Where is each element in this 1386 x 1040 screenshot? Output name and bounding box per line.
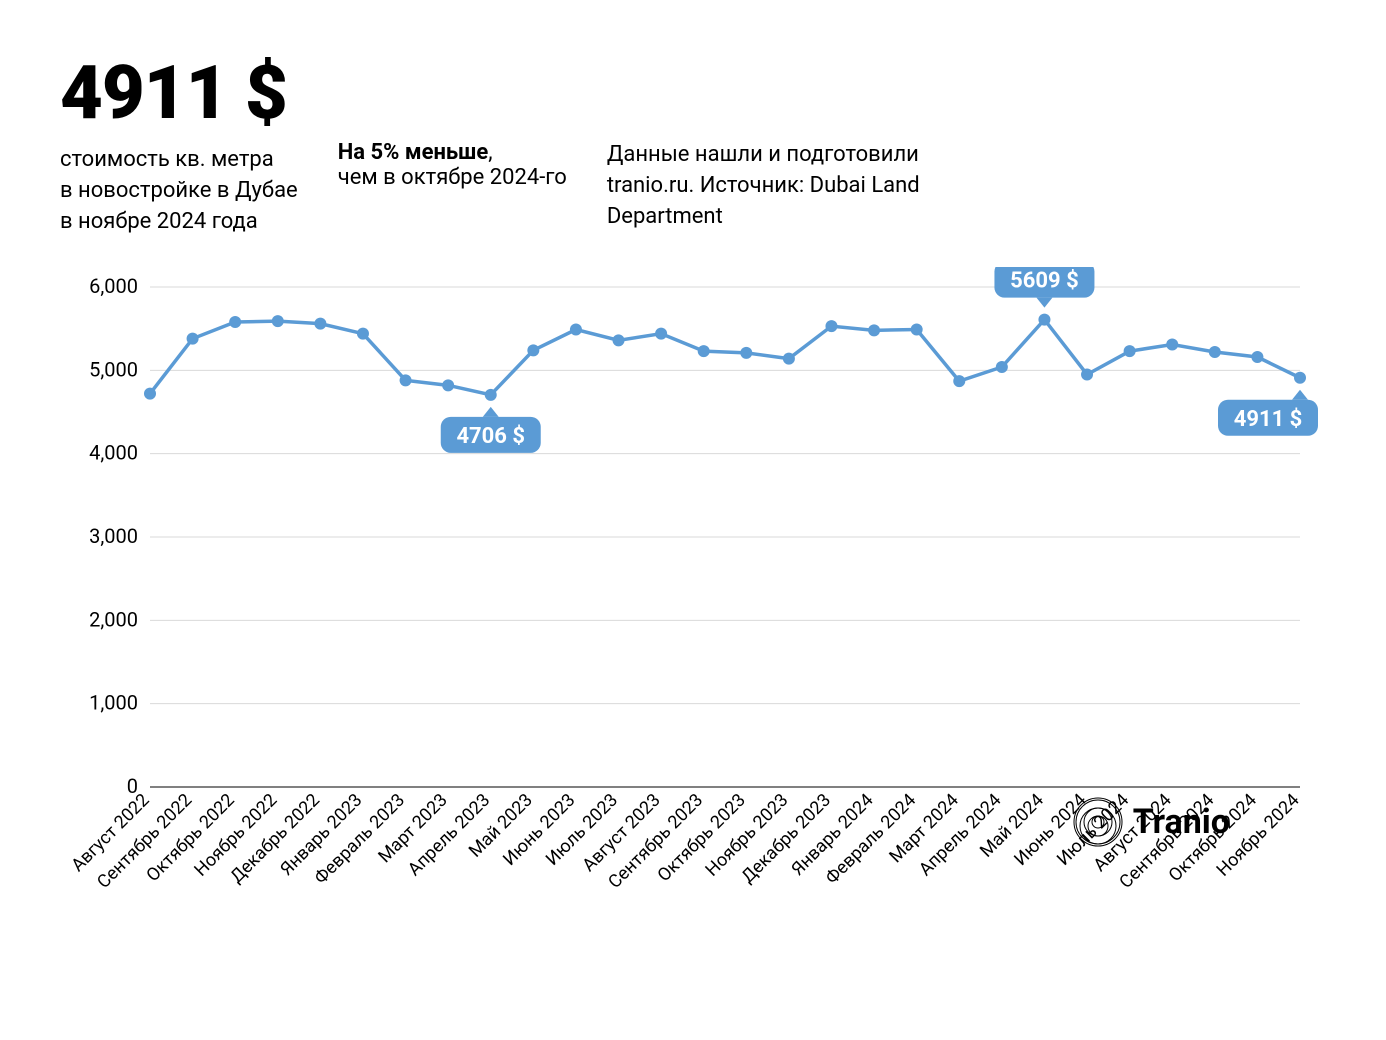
data-point <box>911 324 923 336</box>
data-point <box>783 353 795 365</box>
data-point <box>229 316 241 328</box>
data-point <box>442 380 454 392</box>
comparison-col: На 5% меньше, чем в октябре 2024-го <box>338 50 567 190</box>
headline-col: 4911 $ стоимость кв. метра в новостройке… <box>60 50 298 237</box>
data-point <box>187 333 199 345</box>
data-point <box>570 324 582 336</box>
data-point <box>996 361 1008 373</box>
callout-label: 4911 $ <box>1234 407 1303 432</box>
y-tick-label: 5,000 <box>89 358 138 382</box>
source-col: Данные нашли и подготовили tranio.ru. Ис… <box>607 50 1326 232</box>
data-point <box>1081 369 1093 381</box>
data-point <box>868 325 880 337</box>
logo-text: Tranio <box>1133 802 1230 842</box>
callout-label: 4706 $ <box>456 424 525 449</box>
brand-logo: Tranio <box>1073 797 1230 847</box>
data-point <box>144 388 156 400</box>
data-point <box>1038 314 1050 326</box>
headline-sub: стоимость кв. метра в новостройке в Дуба… <box>60 145 298 237</box>
price-chart: 01,0002,0003,0004,0005,0006,000Август 20… <box>60 267 1320 987</box>
y-tick-label: 4,000 <box>89 441 138 465</box>
chart-svg: 01,0002,0003,0004,0005,0006,000Август 20… <box>60 267 1320 987</box>
y-tick-label: 2,000 <box>89 608 138 632</box>
header-block: 4911 $ стоимость кв. метра в новостройке… <box>60 50 1326 237</box>
data-point <box>698 346 710 358</box>
data-point <box>825 321 837 333</box>
data-point <box>1124 346 1136 358</box>
y-tick-label: 3,000 <box>89 524 138 548</box>
headline-value: 4911 $ <box>60 50 298 137</box>
data-point <box>400 375 412 387</box>
data-point <box>527 345 539 357</box>
callout-label: 5609 $ <box>1010 269 1079 294</box>
y-tick-label: 6,000 <box>89 274 138 298</box>
data-point <box>1209 346 1221 358</box>
data-point <box>953 376 965 388</box>
data-point <box>740 347 752 359</box>
logo-icon <box>1073 797 1123 847</box>
data-point <box>1251 351 1263 363</box>
data-point <box>485 389 497 401</box>
data-point <box>655 328 667 340</box>
y-tick-label: 1,000 <box>89 691 138 715</box>
data-point <box>272 316 284 328</box>
data-point <box>1294 372 1306 384</box>
data-point <box>357 328 369 340</box>
data-point <box>613 335 625 347</box>
data-point <box>314 318 326 330</box>
data-point <box>1166 339 1178 351</box>
